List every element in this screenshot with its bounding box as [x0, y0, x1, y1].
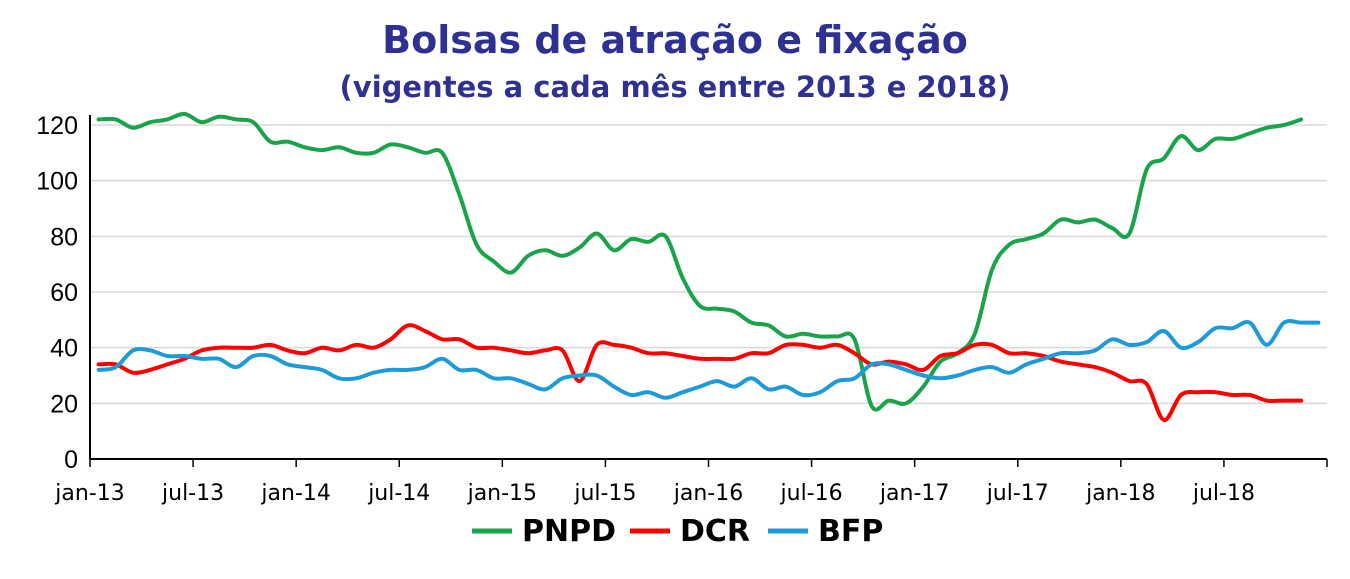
x-tick-label: jan-15 — [467, 481, 537, 506]
y-tick-label: 100 — [36, 168, 78, 196]
y-axis-ticks: 0 20 40 60 80 100 120 — [36, 112, 78, 474]
x-axis-ticks: jan-13 jul-13 jan-14 jul-14 jan-15 jul-15 jan-… — [54, 459, 1328, 506]
x-tick-label: jan-17 — [879, 481, 949, 506]
axes — [89, 115, 1327, 460]
chart-subtitle: (vigentes a cada mês entre 2013 e 2018) — [339, 70, 1011, 104]
y-tick-label: 60 — [50, 279, 78, 307]
x-tick-label: jan-18 — [1085, 481, 1155, 506]
x-tick-label: jul-14 — [367, 481, 430, 506]
x-tick-label: jan-13 — [54, 481, 124, 506]
x-tick-label: jan-16 — [673, 481, 743, 506]
x-tick-label: jul-18 — [1192, 481, 1255, 506]
y-tick-label: 20 — [50, 390, 78, 418]
series-lines — [96, 111, 1321, 422]
x-tick-label: jul-17 — [986, 481, 1049, 506]
x-tick-label: jan-14 — [260, 481, 330, 506]
legend: PNPD DCR BFP — [472, 514, 883, 549]
y-tick-label: 80 — [50, 223, 78, 251]
x-tick-label: jul-15 — [573, 481, 636, 506]
series-line-pnpd — [96, 111, 1304, 412]
gridlines — [90, 124, 1327, 405]
series-line-bfp — [96, 318, 1321, 400]
y-tick-label: 40 — [50, 335, 78, 363]
chart-title: Bolsas de atração e fixação — [382, 18, 968, 62]
y-tick-label: 0 — [64, 446, 78, 474]
legend-label-dcr: DCR — [680, 514, 750, 549]
y-tick-label: 120 — [36, 112, 78, 140]
series-line-dcr — [96, 323, 1304, 422]
x-tick-label: jul-13 — [161, 481, 224, 506]
legend-label-bfp: BFP — [818, 514, 883, 549]
x-tick-label: jul-16 — [780, 481, 843, 506]
legend-label-pnpd: PNPD — [522, 514, 616, 549]
